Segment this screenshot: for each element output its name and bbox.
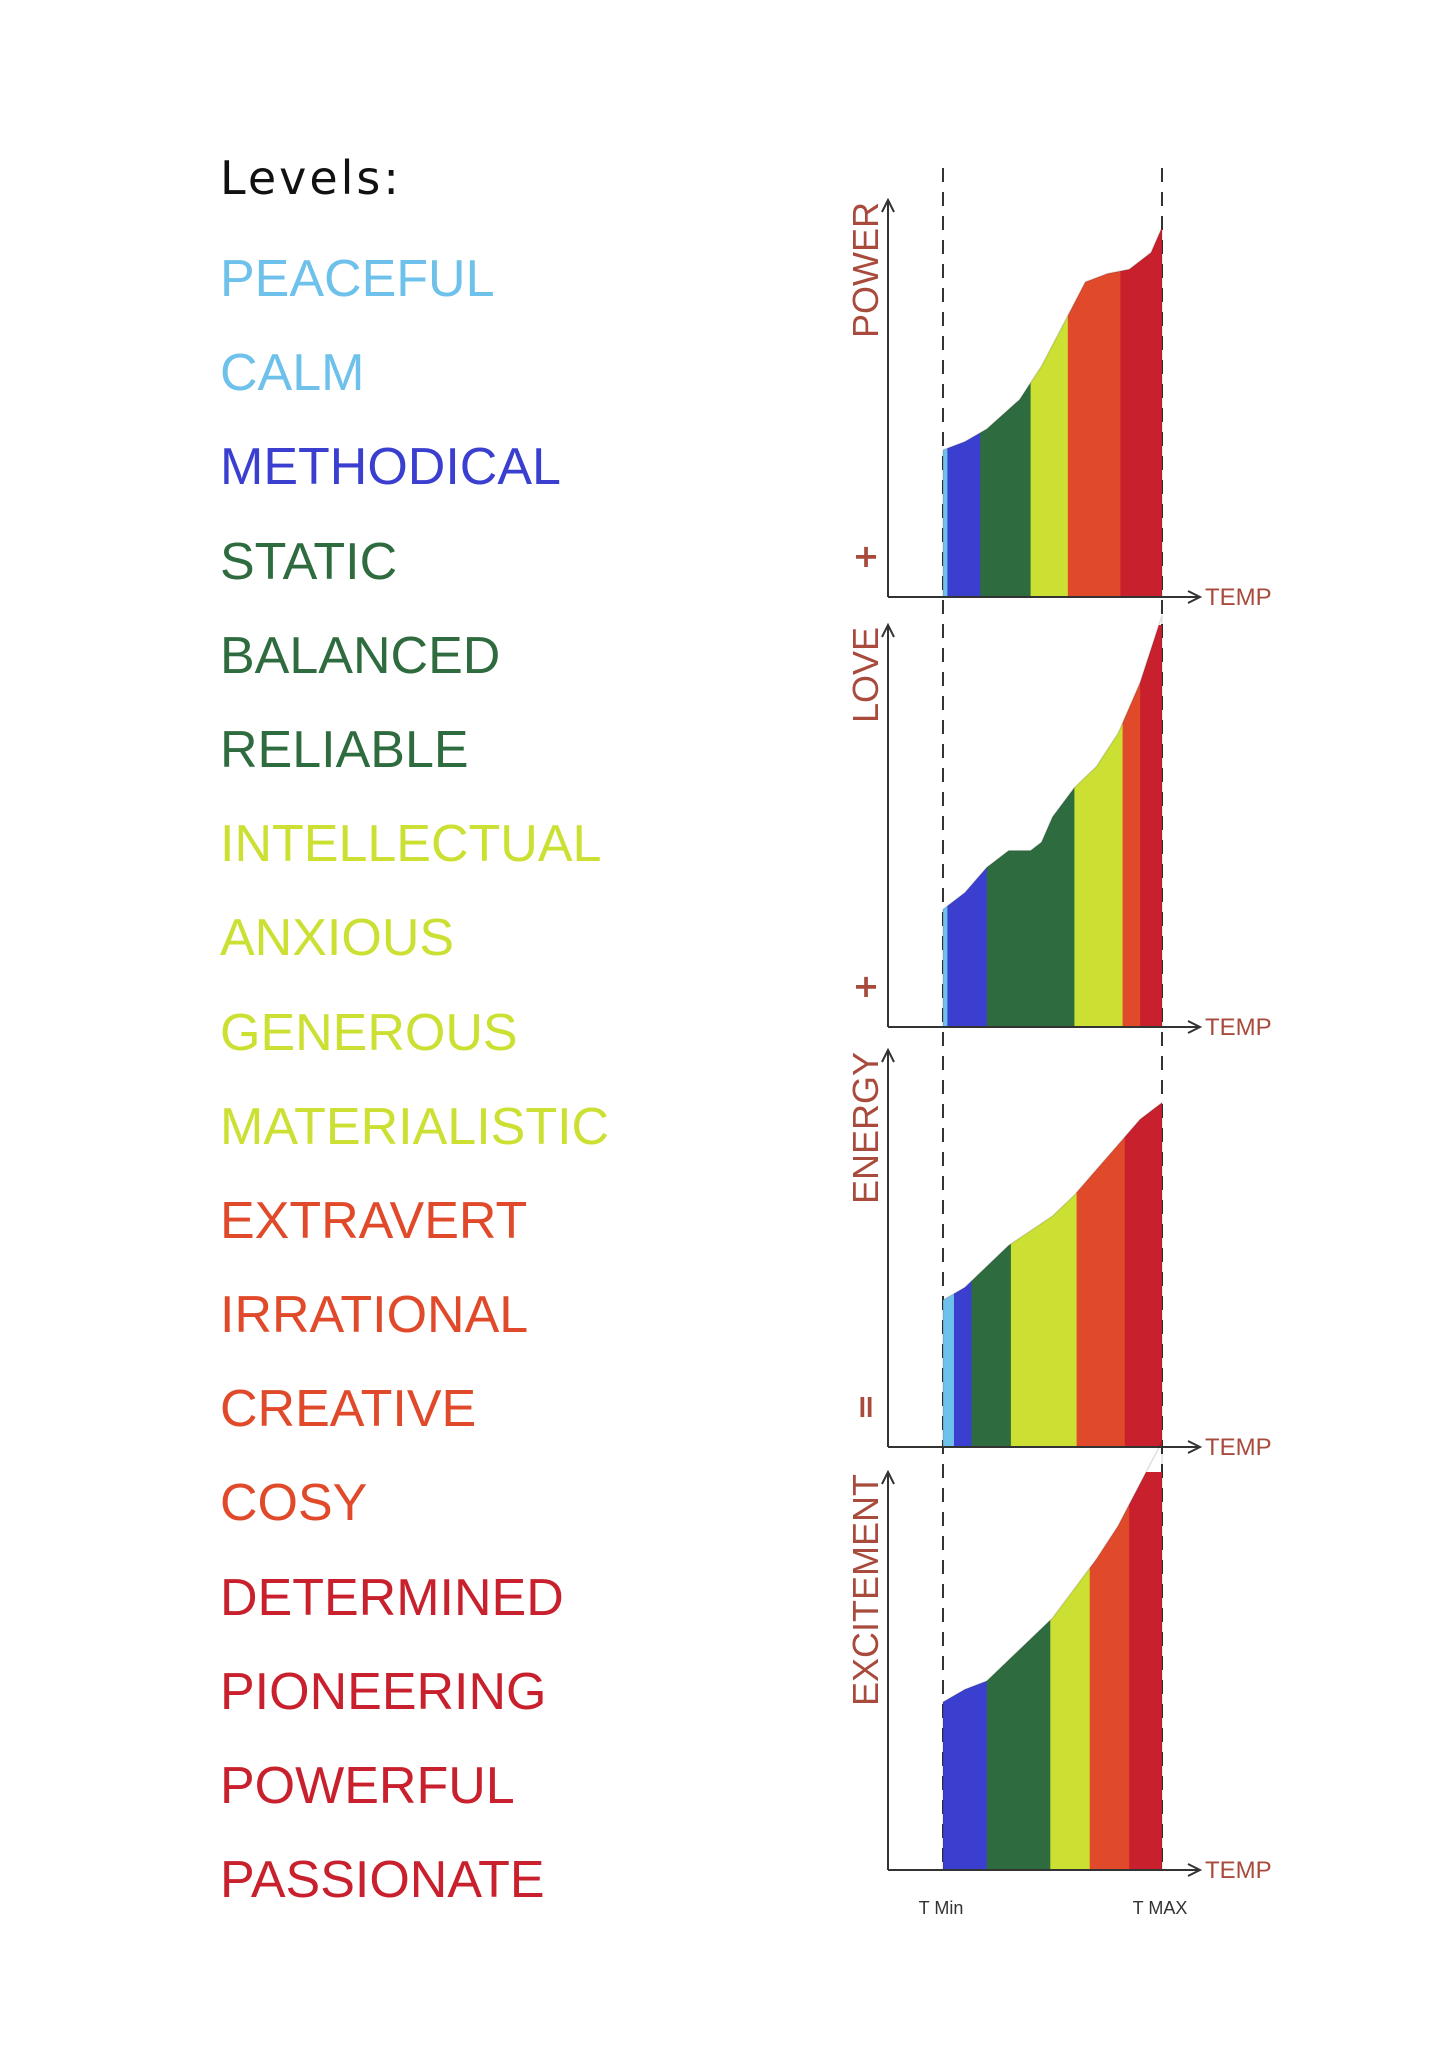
levels-list: PEACEFUL CALM METHODICAL STATIC BALANCED RELI…: [220, 232, 740, 1927]
band-0-2: [980, 227, 1032, 597]
band-2-4: [1076, 1102, 1126, 1447]
level-item-balanced: BALANCED: [220, 626, 501, 685]
x-axis-label-3: TEMP: [1205, 1857, 1272, 1884]
band-3-3: [1089, 1472, 1130, 1870]
level-item-powerful: POWERFUL: [220, 1757, 515, 1815]
level-item-calm: CALM: [220, 344, 365, 403]
x-tick-label-1: T MAX: [1133, 1898, 1188, 1918]
x-axis-label-0: TEMP: [1205, 584, 1272, 611]
band-1-2: [986, 625, 1075, 1027]
band-0-4: [1067, 227, 1121, 597]
y-axis-arrow-2: [881, 1047, 895, 1063]
x-axis-arrow-0: [1187, 590, 1203, 604]
y-axis-arrow-0: [881, 197, 895, 213]
axis-marker-2: =: [848, 1394, 886, 1421]
level-item-irrational: IRRATIONAL: [220, 1286, 529, 1345]
chart-energy: ENERGY TEMP =: [845, 1047, 1272, 1461]
chart-love: LOVE TEMP +: [845, 615, 1272, 1041]
band-2-0: [943, 1102, 955, 1447]
band-0-5: [1120, 227, 1162, 597]
y-axis-arrow-3: [881, 1469, 895, 1485]
axis-marker-0: +: [853, 537, 880, 575]
band-1-5: [1140, 625, 1162, 1027]
level-item-determined: DETERMINED: [220, 1568, 564, 1627]
chart-power: POWER TEMP +: [845, 197, 1272, 611]
level-item-static: STATIC: [220, 532, 398, 591]
x-axis-label-2: TEMP: [1205, 1434, 1272, 1461]
band-2-3: [1010, 1102, 1078, 1447]
y-axis-label-energy: ENERGY: [845, 1052, 886, 1204]
band-1-1: [947, 625, 988, 1027]
area-outline-1: [942, 615, 1163, 1028]
x-axis-arrow-2: [1187, 1440, 1203, 1454]
area-outline-0: [942, 227, 1163, 598]
band-1-4: [1122, 625, 1141, 1027]
level-item-peaceful: PEACEFUL: [220, 250, 495, 308]
level-item-passionate: PASSIONATE: [220, 1851, 545, 1910]
levels-panel: Levels: PEACEFUL CALM METHODICAL STATIC BALA…: [220, 148, 740, 1927]
axis-marker-1: +: [853, 967, 880, 1005]
level-item-methodical: METHODICAL: [220, 438, 561, 497]
band-1-3: [1074, 625, 1124, 1027]
level-item-pioneering: PIONEERING: [220, 1662, 547, 1721]
level-item-materialistic: MATERIALISTIC: [220, 1097, 610, 1156]
y-axis-arrow-1: [881, 622, 895, 638]
levels-heading: Levels:: [220, 151, 402, 205]
level-item-anxious: ANXIOUS: [220, 909, 455, 968]
band-0-3: [1030, 227, 1069, 597]
level-item-generous: GENEROUS: [220, 1003, 518, 1062]
band-3-4: [1129, 1472, 1162, 1870]
area-outline-3: [942, 1441, 1163, 1871]
band-3-2: [1050, 1472, 1091, 1870]
level-item-cosy: COSY: [220, 1474, 368, 1533]
x-axis-arrow-3: [1187, 1863, 1203, 1877]
x-tick-label-0: T Min: [919, 1898, 964, 1918]
band-2-5: [1124, 1102, 1162, 1447]
level-item-intellectual: INTELLECTUAL: [220, 815, 602, 874]
band-3-0: [943, 1472, 988, 1870]
y-axis-label-power: POWER: [845, 202, 886, 338]
level-item-extravert: EXTRAVERT: [220, 1191, 528, 1250]
level-item-reliable: RELIABLE: [220, 720, 469, 779]
y-axis-label-love: LOVE: [845, 627, 886, 723]
level-item-creative: CREATIVE: [220, 1380, 477, 1439]
x-axis-arrow-1: [1187, 1020, 1203, 1034]
chart-excitement: EXCITEMENT TEMP T Min T MAX: [845, 1441, 1272, 1918]
x-axis-label-1: TEMP: [1205, 1014, 1272, 1041]
band-2-1: [953, 1102, 972, 1447]
band-0-1: [947, 227, 981, 597]
y-axis-label-excitement: EXCITEMENT: [845, 1474, 886, 1706]
